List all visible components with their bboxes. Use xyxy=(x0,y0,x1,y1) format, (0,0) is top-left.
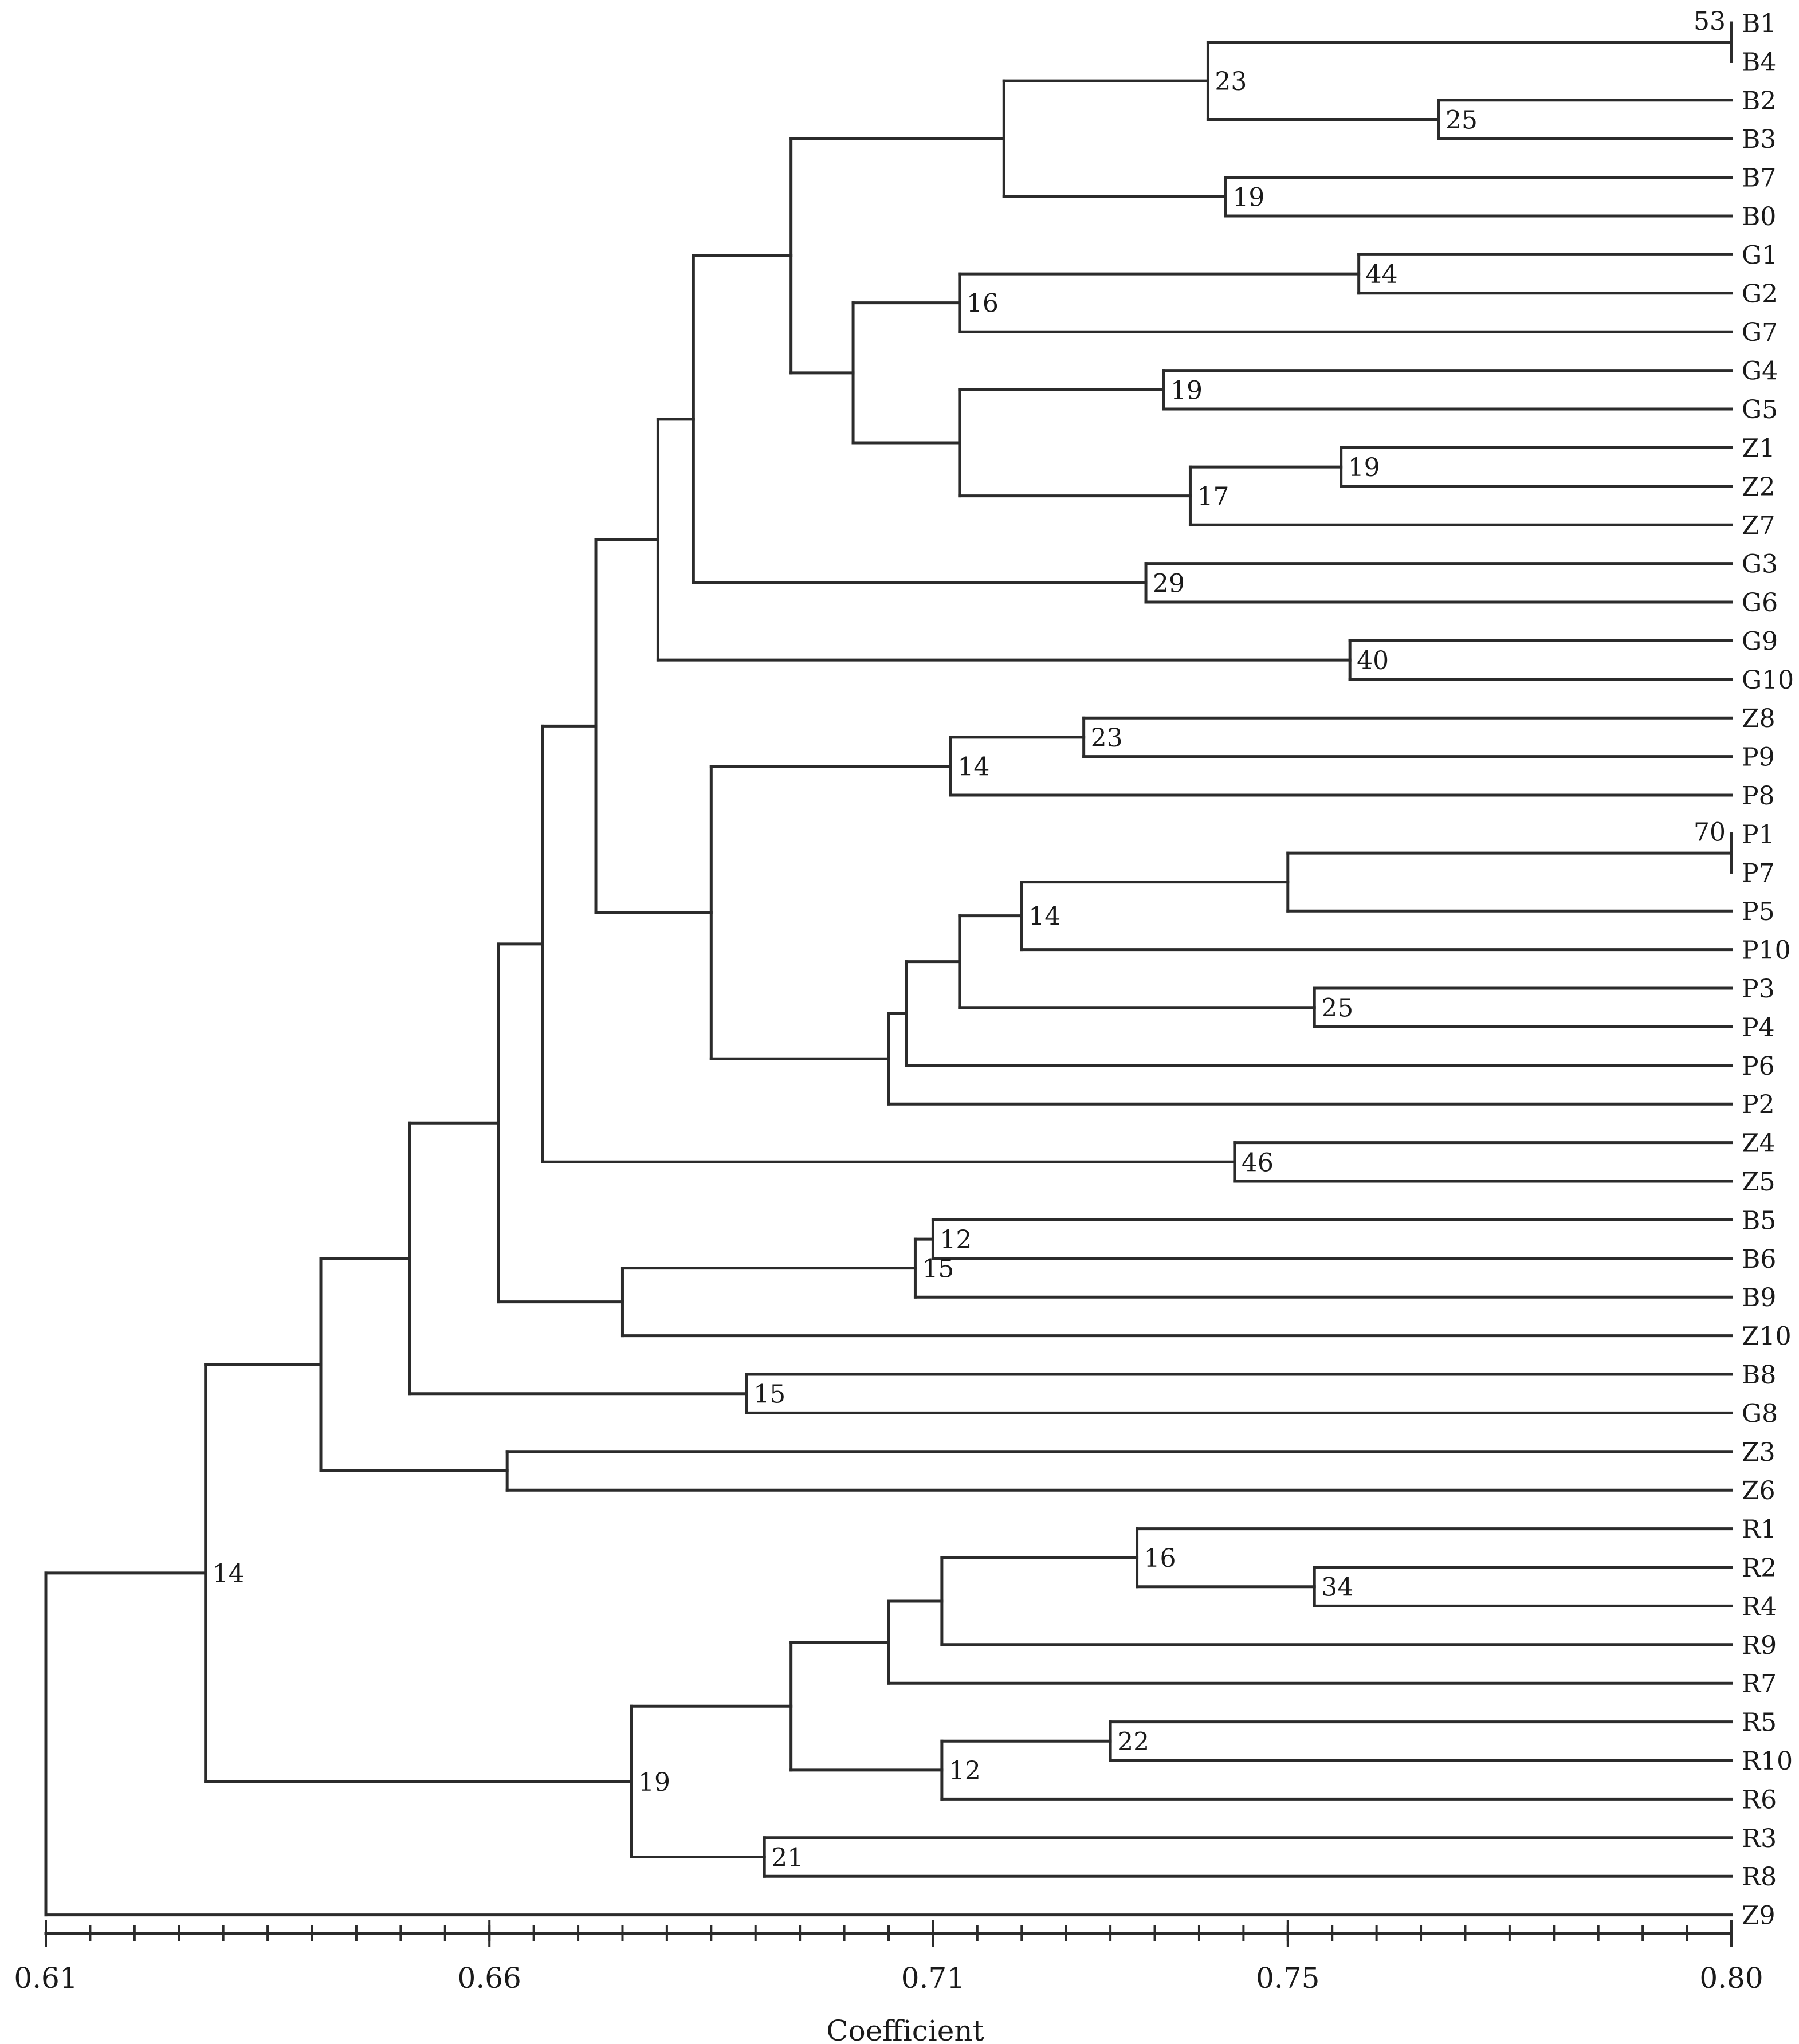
bootstrap-value: 34 xyxy=(1321,1573,1353,1602)
leaf-label: Z9 xyxy=(1742,1901,1776,1931)
leaf-label: Z10 xyxy=(1742,1322,1792,1351)
leaf-label: P9 xyxy=(1742,743,1775,772)
leaf-label: Z8 xyxy=(1742,704,1776,733)
bootstrap-value: 53 xyxy=(1694,7,1726,36)
bootstrap-value: 14 xyxy=(1028,902,1060,931)
axis-tick-label: 0.71 xyxy=(901,1962,965,1995)
bootstrap-value: 23 xyxy=(1215,67,1247,96)
leaf-label: B8 xyxy=(1742,1361,1776,1390)
bootstrap-value: 19 xyxy=(1232,183,1264,212)
leaf-label: R3 xyxy=(1742,1824,1777,1853)
leaf-label: Z5 xyxy=(1742,1168,1776,1197)
bootstrap-value: 29 xyxy=(1153,569,1185,598)
bootstrap-value: 44 xyxy=(1366,260,1398,289)
leaf-label: G7 xyxy=(1742,318,1778,347)
leaf-label: Z2 xyxy=(1742,473,1776,502)
leaf-label: R4 xyxy=(1742,1592,1777,1621)
bootstrap-value: 12 xyxy=(940,1225,972,1255)
leaf-label: P4 xyxy=(1742,1013,1775,1042)
bootstrap-value: 70 xyxy=(1694,817,1726,847)
x-axis: 0.61 0.66 0.71 0.75 0.80 xyxy=(14,1920,1763,1995)
leaf-label: Z4 xyxy=(1742,1129,1776,1158)
leaf-label: R1 xyxy=(1742,1515,1777,1544)
bootstrap-value: 40 xyxy=(1357,646,1389,675)
leaf-label: P6 xyxy=(1742,1052,1775,1081)
leaf-label: B1 xyxy=(1742,9,1776,38)
leaf-label: R6 xyxy=(1742,1785,1777,1814)
leaf-label: P1 xyxy=(1742,820,1775,849)
bootstrap-value: 14 xyxy=(213,1559,245,1589)
leaf-label: P10 xyxy=(1742,936,1791,965)
bootstrap-value: 19 xyxy=(1170,376,1203,405)
bootstrap-value: 22 xyxy=(1117,1727,1149,1756)
bootstrap-value: 25 xyxy=(1321,994,1353,1023)
leaf-label: B0 xyxy=(1742,202,1776,231)
leaf-label: G1 xyxy=(1742,241,1778,270)
leaf-label: R10 xyxy=(1742,1747,1793,1776)
bootstrap-value: 19 xyxy=(638,1768,670,1797)
leaf-label: G5 xyxy=(1742,395,1778,424)
leaf-label: Z3 xyxy=(1742,1438,1776,1467)
leaf-label: P5 xyxy=(1742,897,1775,926)
leaf-label: G3 xyxy=(1742,550,1778,579)
bootstrap-value: 16 xyxy=(967,289,999,319)
leaf-label: B7 xyxy=(1742,164,1776,193)
leaf-label: Z1 xyxy=(1742,434,1776,463)
axis-tick-label: 0.66 xyxy=(458,1962,521,1995)
bootstrap-value: 21 xyxy=(771,1843,803,1873)
tree-branches xyxy=(44,21,1733,1917)
leaf-label: B9 xyxy=(1742,1283,1776,1312)
leaf-label: Z7 xyxy=(1742,511,1776,540)
axis-title: Coefficient xyxy=(826,2014,984,2044)
axis-tick-label: 0.75 xyxy=(1256,1962,1319,1995)
leaf-label: G4 xyxy=(1742,357,1778,386)
axis-tick-label: 0.61 xyxy=(14,1962,77,1995)
leaf-label: B6 xyxy=(1742,1245,1776,1274)
axis-tick-label: 0.80 xyxy=(1699,1962,1763,1995)
leaf-label: R2 xyxy=(1742,1554,1777,1583)
bootstrap-value: 23 xyxy=(1091,724,1123,753)
leaf-label: G8 xyxy=(1742,1399,1778,1428)
leaf-label: P2 xyxy=(1742,1090,1775,1119)
bootstrap-value: 15 xyxy=(922,1255,954,1284)
leaf-label: P7 xyxy=(1742,859,1775,888)
leaf-label: G2 xyxy=(1742,280,1778,309)
bootstrap-value: 12 xyxy=(949,1756,981,1786)
bootstrap-value: 46 xyxy=(1242,1148,1274,1177)
leaf-label: G9 xyxy=(1742,627,1778,656)
leaf-label: R8 xyxy=(1742,1862,1777,1892)
bootstrap-labels: 5325231944161919172940231470142546121515… xyxy=(213,7,1726,1873)
bootstrap-value: 14 xyxy=(957,752,989,781)
leaf-label: B4 xyxy=(1742,48,1776,77)
leaf-label: Z6 xyxy=(1742,1476,1776,1506)
bootstrap-value: 25 xyxy=(1446,106,1478,135)
leaf-label: R5 xyxy=(1742,1708,1777,1738)
leaf-label: B5 xyxy=(1742,1206,1776,1235)
leaf-label: R7 xyxy=(1742,1669,1777,1699)
leaf-label: R9 xyxy=(1742,1631,1777,1660)
bootstrap-value: 16 xyxy=(1144,1544,1176,1573)
leaf-label: P3 xyxy=(1742,974,1775,1004)
leaf-label: G6 xyxy=(1742,588,1778,618)
bootstrap-value: 15 xyxy=(753,1380,785,1409)
bootstrap-value: 17 xyxy=(1197,482,1229,512)
leaf-label: B3 xyxy=(1742,125,1776,154)
leaf-label: B2 xyxy=(1742,87,1776,116)
leaf-label: G10 xyxy=(1742,666,1794,695)
leaf-labels: B1 B4 B2 B3 B7 B0 G1 G2 G7 G4 G5 Z1 Z2 Z7 G3 G6 G9 G10 Z8 P… xyxy=(1742,9,1794,1931)
leaf-label: P8 xyxy=(1742,781,1775,811)
bootstrap-value: 19 xyxy=(1348,453,1380,482)
